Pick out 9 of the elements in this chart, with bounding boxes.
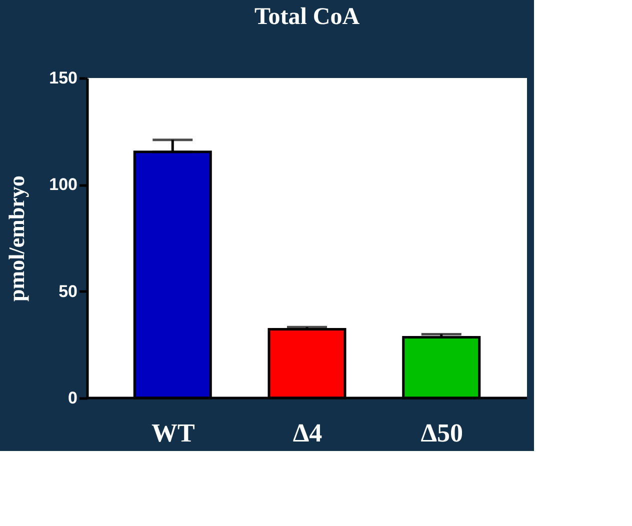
chart-title: Total CoA xyxy=(254,4,360,30)
x-tick-label: Δ4 xyxy=(292,418,322,448)
y-tick-label: 0 xyxy=(68,388,78,408)
y-tick-label: 50 xyxy=(58,282,78,301)
y-tick-label: 150 xyxy=(49,68,78,88)
y-tick-label: 100 xyxy=(49,175,78,194)
y-axis-title: pmol/embryo xyxy=(4,176,30,302)
x-tick-label: Δ50 xyxy=(420,418,464,448)
x-tick-label: WT xyxy=(151,418,195,448)
